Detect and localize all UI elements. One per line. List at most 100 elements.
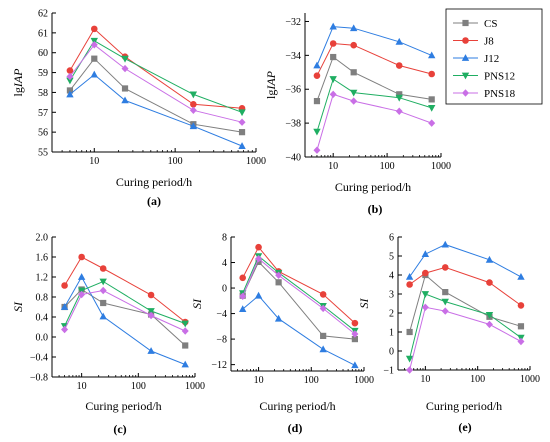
- point-cs-4: [182, 342, 189, 349]
- point-j8-4: [517, 302, 525, 309]
- y-tick-label: 4: [389, 271, 394, 282]
- point-cs-1: [91, 55, 98, 62]
- point-pns12-4: [238, 109, 246, 117]
- point-pns18-4: [428, 119, 436, 127]
- point-pns18-3: [485, 320, 493, 329]
- point-pns18-0: [406, 366, 414, 374]
- point-j12-1: [77, 273, 86, 280]
- series-line-pns12: [242, 255, 356, 332]
- legend-label: PNS18: [484, 88, 516, 100]
- point-j12-0: [60, 303, 69, 310]
- y-tick-label: −38: [285, 119, 301, 130]
- point-cs-1: [330, 53, 337, 61]
- point-pns12-legend: [461, 72, 470, 80]
- point-j12-0: [405, 273, 414, 280]
- point-pns12-0: [313, 128, 321, 136]
- y-axis-label: SI: [190, 298, 204, 309]
- point-cs-2: [442, 289, 449, 296]
- point-pns12-1: [421, 291, 430, 298]
- point-j12-4: [517, 273, 525, 280]
- point-j8-0: [66, 67, 74, 74]
- y-tick-label: −12: [211, 360, 227, 371]
- point-cs-4: [351, 335, 358, 343]
- point-pns18-1: [78, 290, 86, 299]
- y-tick-label: −32: [285, 17, 301, 28]
- legend-item-pns12: PNS12: [453, 71, 515, 83]
- point-cs-0: [66, 87, 74, 94]
- point-j8-3: [319, 291, 327, 298]
- point-j8-2: [99, 265, 107, 272]
- point-j8-4: [428, 70, 435, 78]
- y-tick-label: 62: [38, 9, 48, 20]
- x-tick-label: 1000: [246, 156, 266, 167]
- series-line-cs: [69, 57, 243, 133]
- point-pns18-2: [350, 97, 358, 105]
- point-cs-4: [428, 96, 435, 103]
- point-j8-1: [422, 269, 429, 277]
- point-j12-0: [238, 305, 247, 313]
- point-j8-3: [147, 291, 155, 299]
- y-tick-label: 0: [222, 284, 227, 295]
- point-pns12-3: [189, 91, 198, 99]
- series-line-cs: [64, 288, 186, 346]
- point-pns12-1: [329, 76, 337, 83]
- point-pns12-4: [427, 104, 436, 112]
- point-pns18-4: [238, 118, 246, 126]
- point-pns12-3: [147, 308, 155, 315]
- y-tick-label: 5: [389, 252, 394, 263]
- x-tick-label: 100: [380, 161, 395, 172]
- point-j8-0: [239, 274, 246, 282]
- x-axis-label: Curing period/h: [335, 180, 411, 194]
- point-j12-3: [485, 255, 494, 263]
- point-pns12-0: [405, 355, 414, 363]
- y-tick-label: −1: [383, 366, 394, 377]
- point-j12-2: [441, 240, 449, 248]
- y-tick-label: 58: [38, 88, 48, 99]
- point-j8-3: [395, 62, 403, 69]
- point-j8-4: [351, 319, 359, 327]
- x-tick-label: 100: [304, 375, 319, 386]
- chart-panel-d: 10 100 1000 −12 −8 −4 0 4 8 Curing period/h SI (d): [190, 233, 374, 436]
- point-j12-1: [421, 250, 430, 257]
- point-j8-legend: [462, 37, 469, 44]
- point-j12-4: [238, 142, 246, 149]
- point-pns12-2: [349, 89, 358, 97]
- point-pns18-2: [275, 271, 283, 279]
- point-j12-2: [99, 312, 107, 320]
- chart-panel-b: 10 100 1000 −40 −38 −36 −34 −32 Curing period/h l…: [264, 13, 451, 216]
- y-tick-label: 1.2: [36, 273, 49, 284]
- point-pns18-1: [255, 254, 263, 263]
- chart-panel-a: 10 100 1000 55 56 57 58 59 60 61 62 Curing period/h…: [11, 9, 266, 209]
- point-pns18-3: [319, 304, 327, 313]
- x-axis-label: Curing period/h: [116, 175, 192, 189]
- point-j8-2: [441, 264, 449, 271]
- x-axis-label: Curing period/h: [426, 399, 502, 413]
- legend: CS J8 J12 PNS12 PNS18: [445, 8, 543, 105]
- y-tick-label: 57: [38, 108, 48, 119]
- point-pns12-2: [99, 278, 107, 286]
- x-tick-label: 1000: [431, 161, 451, 172]
- point-j12-3: [147, 347, 155, 354]
- legend-item-j8: J8: [453, 36, 494, 48]
- y-axis-label: lgIAP: [264, 70, 278, 99]
- chart-panel-c: 10 100 1000 −0.8 −0.4 0.0 0.4 0.8 1.2 1.6 2.0 Curin…: [11, 233, 205, 437]
- y-tick-label: 59: [38, 68, 48, 79]
- point-pns12-2: [441, 298, 449, 306]
- point-pns18-2: [441, 307, 449, 315]
- legend-label: PNS12: [484, 71, 515, 83]
- legend-item-pns18: PNS18: [453, 88, 516, 100]
- point-pns12-3: [395, 94, 403, 102]
- y-tick-label: 0.0: [36, 333, 49, 344]
- point-cs-4: [238, 129, 246, 136]
- point-cs-2: [350, 69, 357, 76]
- y-axis-label: lgIAP: [11, 68, 25, 97]
- point-pns18-2: [121, 64, 129, 73]
- point-j12-legend: [461, 54, 470, 61]
- point-cs-3: [396, 91, 403, 98]
- point-j12-0: [313, 61, 321, 69]
- x-axis-label: Curing period/h: [85, 399, 161, 413]
- point-pns18-1: [421, 303, 429, 311]
- y-tick-label: −0.4: [30, 353, 48, 364]
- chart-panel-e: 10 100 1000 −1 0 1 2 3 4 5 6 Curing period/h SI (e): [357, 233, 540, 435]
- panel-label: (b): [368, 202, 383, 216]
